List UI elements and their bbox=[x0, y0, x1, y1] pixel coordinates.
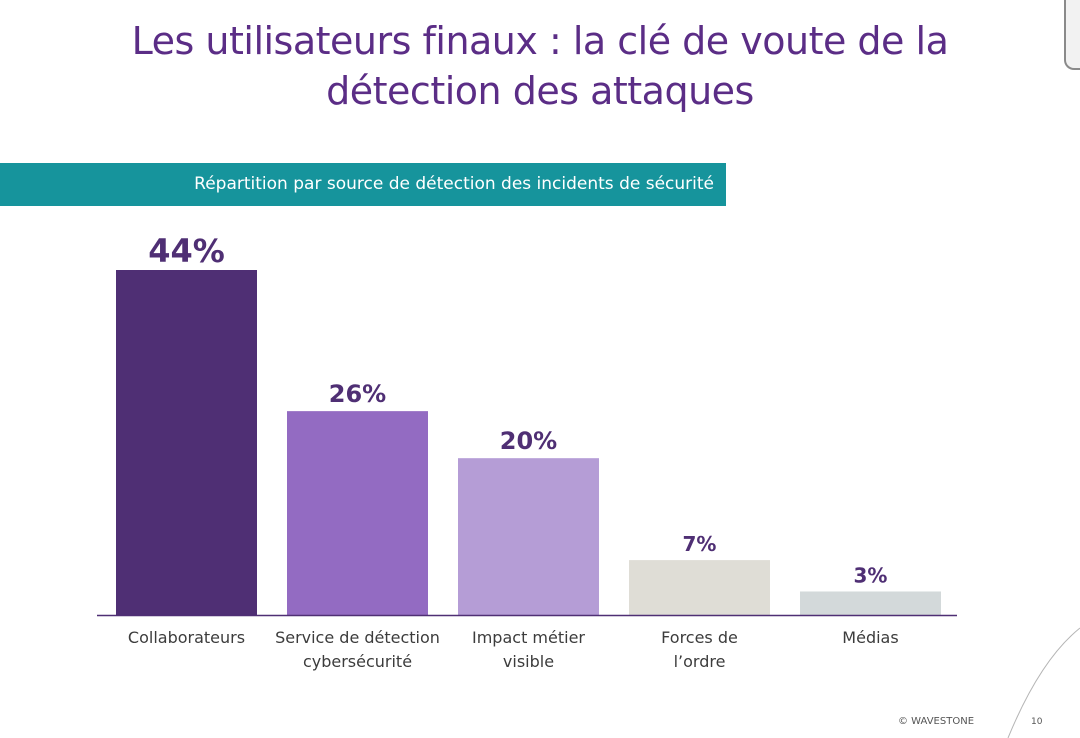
category-label-3-line-1: Impact métier bbox=[472, 628, 585, 647]
chart-subtitle: Répartition par source de détection des … bbox=[194, 174, 714, 194]
category-label-5-line-1: Médias bbox=[842, 628, 898, 647]
page-title: Les utilisateurs finaux : la clé de vout… bbox=[60, 16, 1020, 116]
category-label-1-line-1: Collaborateurs bbox=[128, 628, 245, 647]
data-label-5: 3% bbox=[854, 563, 888, 587]
chart-subtitle-banner: Répartition par source de détection des … bbox=[0, 163, 726, 206]
category-label-4-line-2: l’ordre bbox=[674, 652, 726, 671]
page-title-line-1: Les utilisateurs finaux : la clé de vout… bbox=[131, 19, 949, 63]
bar-3 bbox=[458, 458, 599, 615]
bar-4 bbox=[629, 560, 770, 615]
data-label-2: 26% bbox=[329, 380, 386, 408]
data-label-3: 20% bbox=[500, 427, 557, 455]
page-title-line-2: détection des attaques bbox=[326, 69, 754, 113]
bar-1 bbox=[116, 270, 257, 615]
category-label-2-line-1: Service de détection bbox=[275, 628, 440, 647]
data-label-1: 44% bbox=[148, 232, 225, 270]
footer-copyright: © WAVESTONE bbox=[898, 716, 975, 727]
footer-page-number: 10 bbox=[1031, 717, 1043, 727]
category-label-4-line-1: Forces de bbox=[661, 628, 738, 647]
data-label-4: 7% bbox=[683, 532, 717, 556]
category-label-2-line-2: cybersécurité bbox=[303, 652, 412, 671]
category-label-3-line-2: visible bbox=[503, 652, 554, 671]
bar-5 bbox=[800, 591, 941, 615]
bar-2 bbox=[287, 411, 428, 615]
window-edge-tab bbox=[1064, 0, 1080, 70]
